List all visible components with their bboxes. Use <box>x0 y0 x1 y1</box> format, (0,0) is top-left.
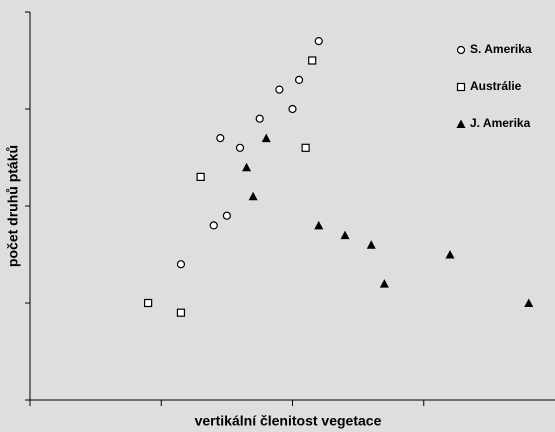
point <box>308 56 317 65</box>
point <box>288 104 297 114</box>
point <box>445 250 455 259</box>
point <box>248 191 258 201</box>
point <box>235 143 245 152</box>
x-axis-label: vertikální členitost vegetace <box>195 413 382 429</box>
y-axis-label: počet druhů ptáků <box>5 145 21 267</box>
point <box>144 298 153 308</box>
point <box>379 279 389 288</box>
point <box>275 85 284 94</box>
point <box>314 220 324 230</box>
point <box>261 133 271 143</box>
point <box>222 211 231 220</box>
legend-label: J. Amerika <box>470 116 531 130</box>
legend-marker <box>456 119 466 128</box>
point <box>216 134 225 143</box>
point <box>314 36 323 46</box>
point <box>366 240 376 249</box>
point <box>176 308 186 317</box>
legend-label: S. Amerika <box>470 42 532 56</box>
point <box>524 298 534 307</box>
point <box>209 221 218 230</box>
legend-marker <box>456 82 466 92</box>
point <box>340 230 350 240</box>
legend-label: Austrálie <box>470 79 522 93</box>
point <box>294 75 304 85</box>
legend-marker <box>456 45 466 55</box>
point <box>242 162 252 172</box>
point <box>301 143 310 152</box>
point <box>176 260 186 269</box>
point <box>255 114 264 123</box>
point <box>196 172 205 181</box>
